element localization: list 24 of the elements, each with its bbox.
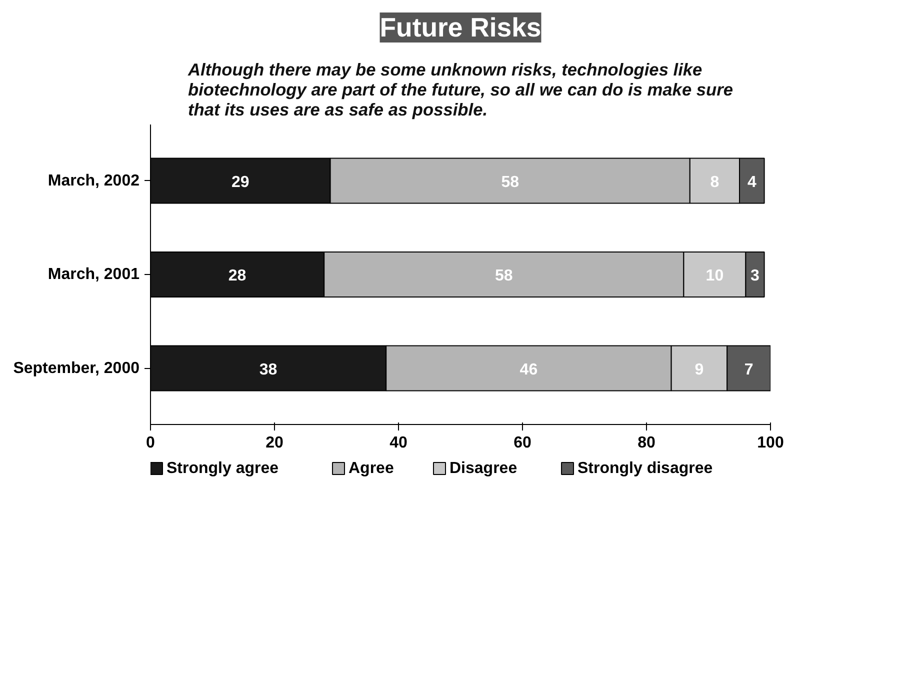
data-label: 58 (501, 174, 520, 191)
data-label: 38 (259, 361, 278, 378)
x-tick-label: 60 (514, 434, 532, 452)
y-tick-label: March, 2001 (48, 266, 140, 283)
legend-label: Strongly agree (166, 460, 279, 477)
x-tick-label: 100 (757, 434, 784, 452)
chart-subtitle: Although there may be some unknown risks, technologies like biotechnology are part of the future, so all we can do is make sure that its uses are as safe as possible. (187, 60, 734, 120)
data-label: 3 (750, 268, 760, 284)
legend-label: Strongly disagree (578, 460, 713, 477)
x-tick-label: 40 (390, 434, 408, 452)
x-tick-label: 80 (638, 434, 656, 452)
x-tick-label: 0 (146, 434, 156, 452)
data-label: 7 (744, 361, 754, 378)
legend-label: Agree (348, 460, 394, 477)
data-label: 58 (495, 268, 513, 284)
chart-title: Future Risks (380, 12, 542, 42)
data-label: 46 (520, 361, 538, 378)
data-label: 28 (228, 268, 246, 284)
data-label: 4 (747, 174, 756, 191)
x-tick-label: 20 (266, 434, 284, 452)
y-tick-label: March, 2002 (48, 172, 140, 190)
legend-label: Disagree (450, 460, 518, 477)
y-tick-label: September, 2000 (13, 360, 140, 377)
data-label: 29 (232, 174, 250, 191)
